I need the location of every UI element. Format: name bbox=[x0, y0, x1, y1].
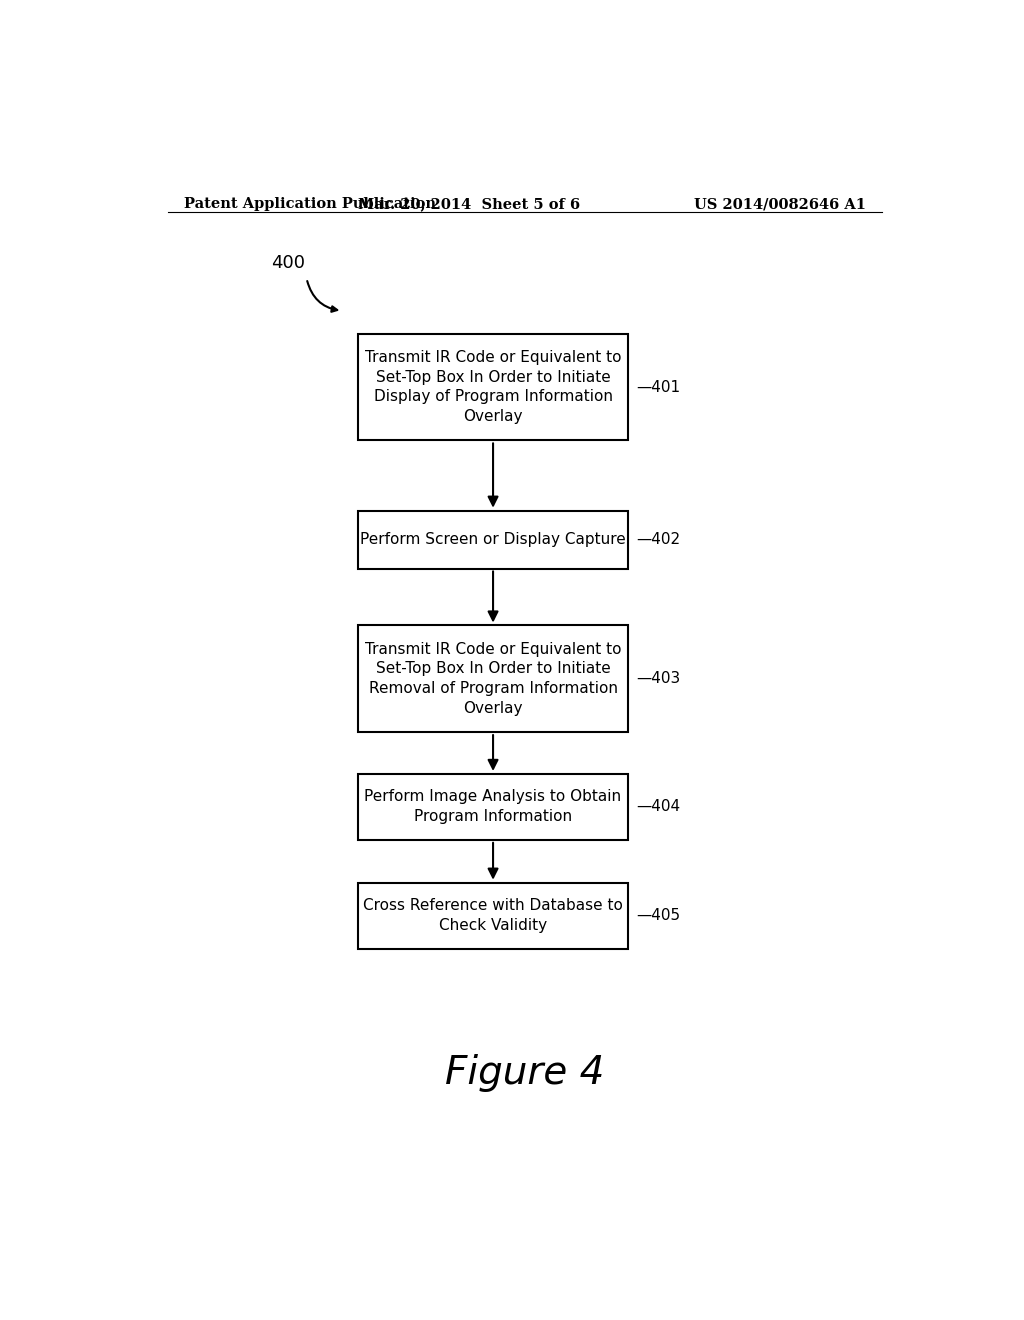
Bar bbox=[358, 774, 628, 840]
Text: —404: —404 bbox=[636, 800, 680, 814]
Text: Transmit IR Code or Equivalent to
Set-Top Box In Order to Initiate
Display of Pr: Transmit IR Code or Equivalent to Set-To… bbox=[365, 350, 622, 424]
Text: Transmit IR Code or Equivalent to
Set-Top Box In Order to Initiate
Removal of Pr: Transmit IR Code or Equivalent to Set-To… bbox=[365, 642, 622, 715]
Bar bbox=[358, 883, 628, 949]
Bar bbox=[358, 626, 628, 733]
Text: —402: —402 bbox=[636, 532, 680, 546]
Text: Figure 4: Figure 4 bbox=[445, 1055, 604, 1092]
Text: —405: —405 bbox=[636, 908, 680, 923]
Text: —403: —403 bbox=[636, 672, 680, 686]
Text: US 2014/0082646 A1: US 2014/0082646 A1 bbox=[694, 197, 866, 211]
Text: Cross Reference with Database to
Check Validity: Cross Reference with Database to Check V… bbox=[364, 898, 623, 933]
Text: Perform Screen or Display Capture: Perform Screen or Display Capture bbox=[360, 532, 626, 546]
Text: —401: —401 bbox=[636, 380, 680, 395]
Bar bbox=[358, 511, 628, 569]
Text: 400: 400 bbox=[270, 253, 305, 272]
Bar bbox=[358, 334, 628, 441]
Text: Patent Application Publication: Patent Application Publication bbox=[183, 197, 435, 211]
FancyArrowPatch shape bbox=[307, 281, 337, 312]
Text: Mar. 20, 2014  Sheet 5 of 6: Mar. 20, 2014 Sheet 5 of 6 bbox=[358, 197, 581, 211]
Text: Perform Image Analysis to Obtain
Program Information: Perform Image Analysis to Obtain Program… bbox=[365, 789, 622, 824]
